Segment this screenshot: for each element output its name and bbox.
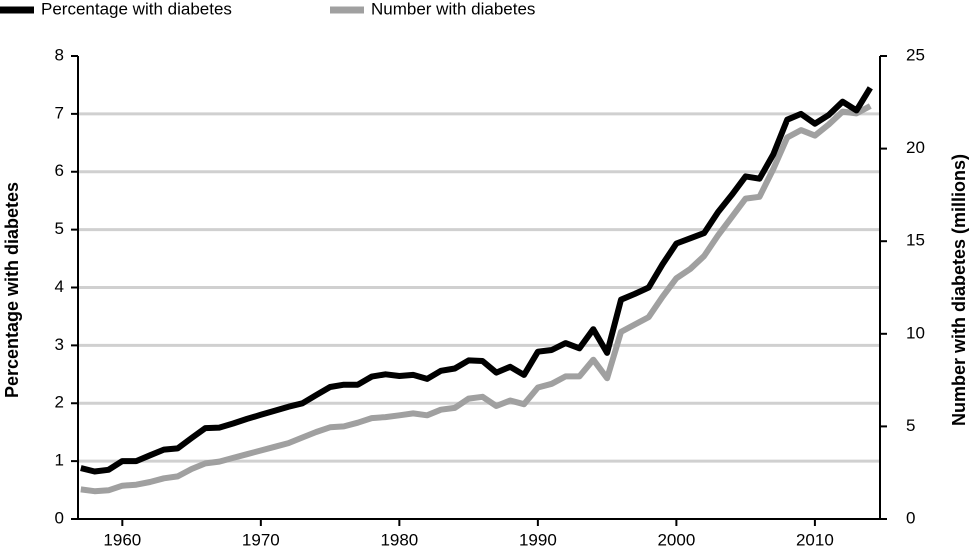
y2-tick-label: 25: [906, 45, 925, 64]
x-tick-label: 2010: [796, 530, 834, 549]
y-tick-label: 2: [55, 393, 64, 412]
y-tick-label: 3: [55, 335, 64, 354]
y-tick-label: 8: [55, 45, 64, 64]
x-tick-label: 1990: [519, 530, 557, 549]
y2-tick-label: 5: [906, 416, 915, 435]
y-tick-label: 5: [55, 219, 64, 238]
y-tick-label: 1: [55, 451, 64, 470]
y2-tick-label: 0: [906, 508, 915, 527]
x-tick-label: 2000: [657, 530, 695, 549]
x-tick-label: 1970: [242, 530, 280, 549]
x-tick-label: 1960: [103, 530, 141, 549]
y-tick-label: 0: [55, 508, 64, 527]
line-series: [80, 86, 873, 475]
line-series: [80, 103, 872, 495]
legend-label: Percentage with diabetes: [41, 0, 232, 18]
legend-label: Number with diabetes: [371, 0, 535, 18]
y-tick-label: 6: [55, 161, 64, 180]
y-axis-title: Percentage with diabetes: [2, 182, 22, 398]
y2-axis-title: Number with diabetes (millions): [949, 154, 969, 426]
y2-tick-label: 15: [906, 231, 925, 250]
y-tick-label: 4: [55, 277, 64, 296]
y2-tick-label: 20: [906, 138, 925, 157]
x-tick-label: 1980: [380, 530, 418, 549]
y2-tick-label: 10: [906, 323, 925, 342]
y-tick-label: 7: [55, 103, 64, 122]
